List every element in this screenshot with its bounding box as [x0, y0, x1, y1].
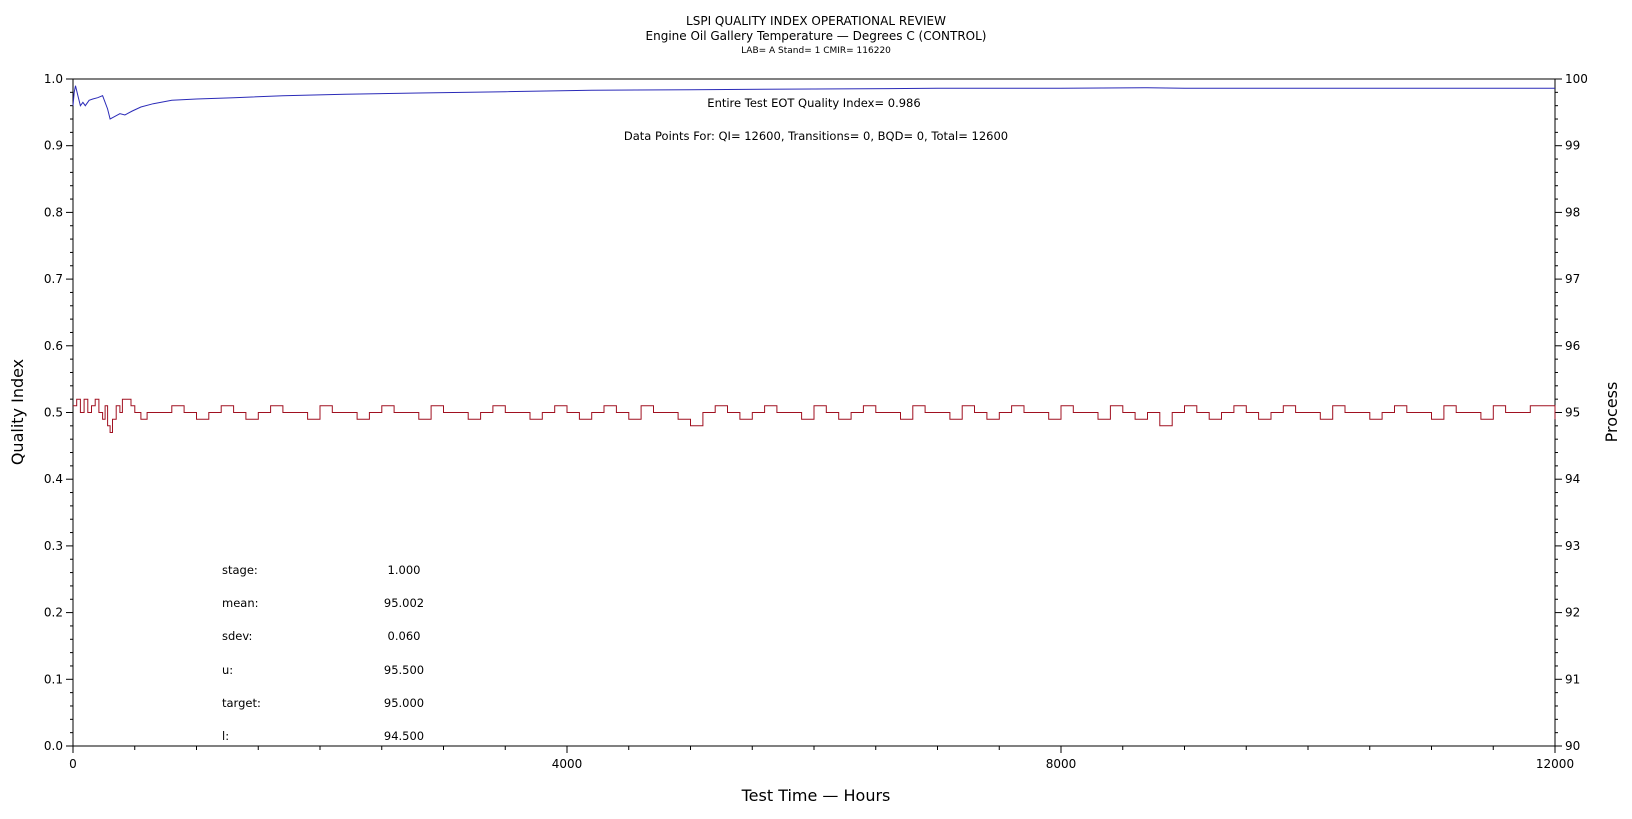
stat-value: 0.060	[388, 629, 421, 643]
y-left-tick-label: 0.3	[44, 539, 63, 553]
y-right-tick-label: 91	[1565, 672, 1580, 686]
stat-label: target:	[222, 696, 261, 710]
stat-value: 94.500	[384, 729, 424, 743]
y-right-tick-label: 100	[1565, 72, 1588, 86]
data-points-annotation: Data Points For: QI= 12600, Transitions=…	[624, 129, 1008, 143]
y-left-tick-label: 0.2	[44, 606, 63, 620]
y-right-tick-label: 92	[1565, 606, 1580, 620]
x-axis: 0 4000 8000 12000	[69, 746, 1574, 771]
stat-label: l:	[222, 729, 229, 743]
y-left-axis: 0.0 0.1 0.2 0.3 0.4 0.5 0.6 0.7 0.8 0.9 1.0	[44, 72, 73, 753]
y-right-tick-label: 93	[1565, 539, 1580, 553]
y-right-axis: 90 91 92 93 94 95 96 97 98 99 100	[1555, 72, 1588, 753]
y-left-tick-label: 0.1	[44, 672, 63, 686]
stat-value: 95.000	[384, 696, 424, 710]
stat-value: 95.002	[384, 596, 424, 610]
stat-value: 95.500	[384, 663, 424, 677]
quality-index-series-line	[72, 85, 1555, 120]
chart-subtitle-2: LAB= A Stand= 1 CMIR= 116220	[741, 46, 891, 56]
x-axis-label: Test Time — Hours	[741, 786, 891, 805]
y-right-tick-label: 97	[1565, 272, 1580, 286]
stat-label: u:	[222, 663, 233, 677]
y-left-tick-label: 0.9	[44, 139, 63, 153]
stat-label: sdev:	[222, 629, 252, 643]
y-left-tick-label: 1.0	[44, 72, 63, 86]
stat-label: mean:	[222, 596, 259, 610]
y-left-tick-label: 0.4	[44, 472, 63, 486]
stat-value: 1.000	[388, 563, 421, 577]
y-left-axis-label: Quality Index	[8, 359, 27, 465]
y-left-tick-label: 0.6	[44, 339, 63, 353]
y-right-tick-label: 99	[1565, 139, 1580, 153]
y-right-tick-label: 95	[1565, 406, 1580, 420]
x-tick-label: 4000	[552, 757, 583, 771]
stat-label: stage:	[222, 563, 258, 577]
stats-table: stage: 1.000 mean: 95.002 sdev: 0.060 u: 95.500…	[222, 563, 424, 743]
y-left-tick-label: 0.8	[44, 205, 63, 219]
y-left-tick-label: 0.0	[44, 739, 63, 753]
x-tick-label: 12000	[1536, 757, 1574, 771]
y-left-tick-label: 0.7	[44, 272, 63, 286]
x-tick-label: 0	[69, 757, 77, 771]
process-series-line	[73, 398, 1556, 433]
chart-subtitle: Engine Oil Gallery Temperature — Degrees…	[646, 29, 987, 43]
chart-title: LSPI QUALITY INDEX OPERATIONAL REVIEW	[686, 14, 946, 28]
y-right-axis-label: Process	[1602, 382, 1621, 443]
y-right-tick-label: 96	[1565, 339, 1580, 353]
y-right-tick-label: 90	[1565, 739, 1580, 753]
x-tick-label: 8000	[1046, 757, 1077, 771]
quality-index-annotation: Entire Test EOT Quality Index= 0.986	[707, 96, 920, 110]
y-left-tick-label: 0.5	[44, 406, 63, 420]
y-right-tick-label: 94	[1565, 472, 1580, 486]
y-right-tick-label: 98	[1565, 205, 1580, 219]
